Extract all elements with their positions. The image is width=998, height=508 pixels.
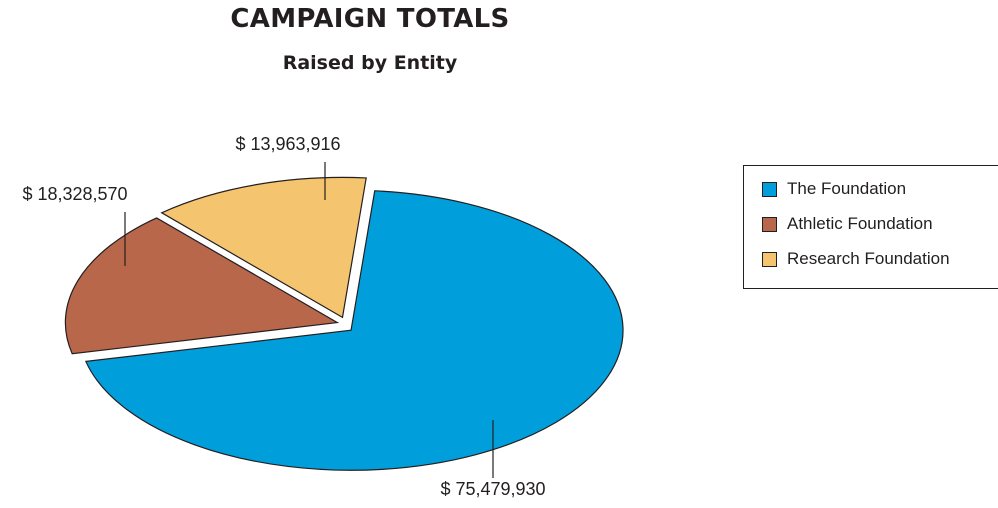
slice-labels: $ 75,479,930 $ 18,328,570 $ 13,963,916 <box>22 134 545 499</box>
pie-slice-athletic-foundation <box>64 217 340 355</box>
legend-label: The Foundation <box>787 179 907 198</box>
legend-swatch <box>762 216 777 232</box>
chart-legend: The Foundation Athletic Foundation Resea… <box>743 165 998 289</box>
legend-item-athletic-foundation: Athletic Foundation <box>762 213 933 235</box>
chart-subtitle: Raised by Entity <box>282 52 458 74</box>
pie-slices <box>64 176 624 471</box>
legend-label: Research Foundation <box>787 249 950 268</box>
slice-value-label: $ 18,328,570 <box>22 184 127 204</box>
legend-item-the-foundation: The Foundation <box>762 178 906 200</box>
legend-swatch <box>762 251 777 267</box>
legend-swatch <box>762 181 777 197</box>
chart-title: CAMPAIGN TOTALS <box>230 4 510 34</box>
leader-lines <box>124 162 494 478</box>
legend-label: Athletic Foundation <box>787 214 933 233</box>
slice-value-label: $ 13,963,916 <box>235 134 340 154</box>
pie-slice-research-foundation <box>160 176 367 319</box>
pie-slice-the-foundation <box>84 190 624 471</box>
legend-item-research-foundation: Research Foundation <box>762 248 950 270</box>
slice-value-label: $ 75,479,930 <box>440 479 545 499</box>
